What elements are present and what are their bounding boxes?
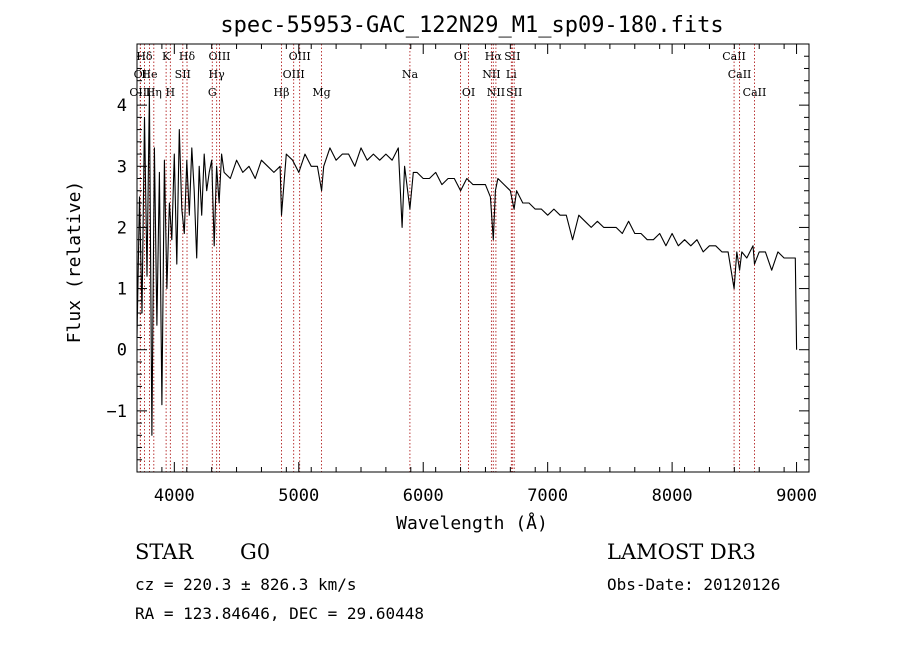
emission-line-label: CaII — [722, 50, 746, 63]
emission-line-label: SII — [175, 68, 191, 81]
y-tick-label: 3 — [117, 157, 127, 177]
emission-line-label: Hδ — [136, 50, 153, 63]
emission-line-label: H — [166, 86, 176, 99]
y-tick-label: 0 — [117, 341, 127, 361]
emission-line-label: SII — [506, 86, 522, 99]
x-axis-label: Wavelength (Å) — [396, 512, 548, 534]
emission-line-label: OIII — [283, 68, 305, 81]
emission-line-label: G — [208, 86, 217, 99]
emission-line-label: OI — [454, 50, 467, 63]
survey-name: LAMOST DR3 — [607, 540, 756, 564]
y-axis-label: Flux (relative) — [64, 181, 85, 344]
y-tick-label: −1 — [107, 402, 127, 422]
emission-line-label: OI — [462, 86, 475, 99]
emission-line-label: CaII — [728, 68, 752, 81]
emission-line-label: Hα — [485, 50, 503, 63]
x-tick-label: 4000 — [154, 486, 195, 506]
emission-line-label: CaII — [743, 86, 767, 99]
x-tick-label: 5000 — [278, 486, 319, 506]
emission-line-label: Hγ — [209, 68, 226, 81]
x-tick-label: 7000 — [527, 486, 568, 506]
emission-line-label: Na — [402, 68, 419, 81]
emission-line-label: SII — [504, 50, 520, 63]
y-tick-label: 4 — [117, 96, 127, 116]
emission-line-label: He — [141, 68, 157, 81]
redshift-velocity: cz = 220.3 ± 826.3 km/s — [135, 575, 357, 594]
plot-frame — [136, 43, 810, 473]
x-tick-label: 9000 — [776, 486, 817, 506]
emission-line-label: OIII — [208, 50, 230, 63]
flux-series-line — [136, 92, 798, 436]
sky-coordinates: RA = 123.84646, DEC = 29.60448 — [135, 604, 424, 623]
emission-line-label: Hη — [146, 86, 162, 99]
emission-line-label: Li — [506, 68, 517, 81]
x-axis-ticks: 4000 5000 6000 7000 8000 9000 — [136, 44, 817, 506]
emission-line-label: Hδ — [179, 50, 196, 63]
chart-title: spec-55953-GAC_122N29_M1_sp09-180.fits — [220, 13, 723, 38]
observation-date: Obs-Date: 20120126 — [607, 575, 781, 594]
y-tick-label: 1 — [117, 280, 127, 300]
object-class: STAR — [135, 540, 194, 564]
emission-line-label: K — [162, 50, 171, 63]
spectral-subclass: G0 — [240, 540, 271, 564]
emission-line-label: NII — [487, 86, 505, 99]
y-tick-label: 2 — [117, 218, 127, 238]
emission-line-label: Hβ — [274, 86, 290, 99]
y-axis-ticks: −1 0 1 2 3 4 — [107, 55, 809, 461]
emission-line-label: NII — [482, 68, 500, 81]
emission-line-label: OIII — [289, 50, 311, 63]
x-tick-label: 8000 — [652, 486, 693, 506]
x-tick-label: 6000 — [403, 486, 444, 506]
emission-line-label: Mg — [312, 86, 330, 99]
